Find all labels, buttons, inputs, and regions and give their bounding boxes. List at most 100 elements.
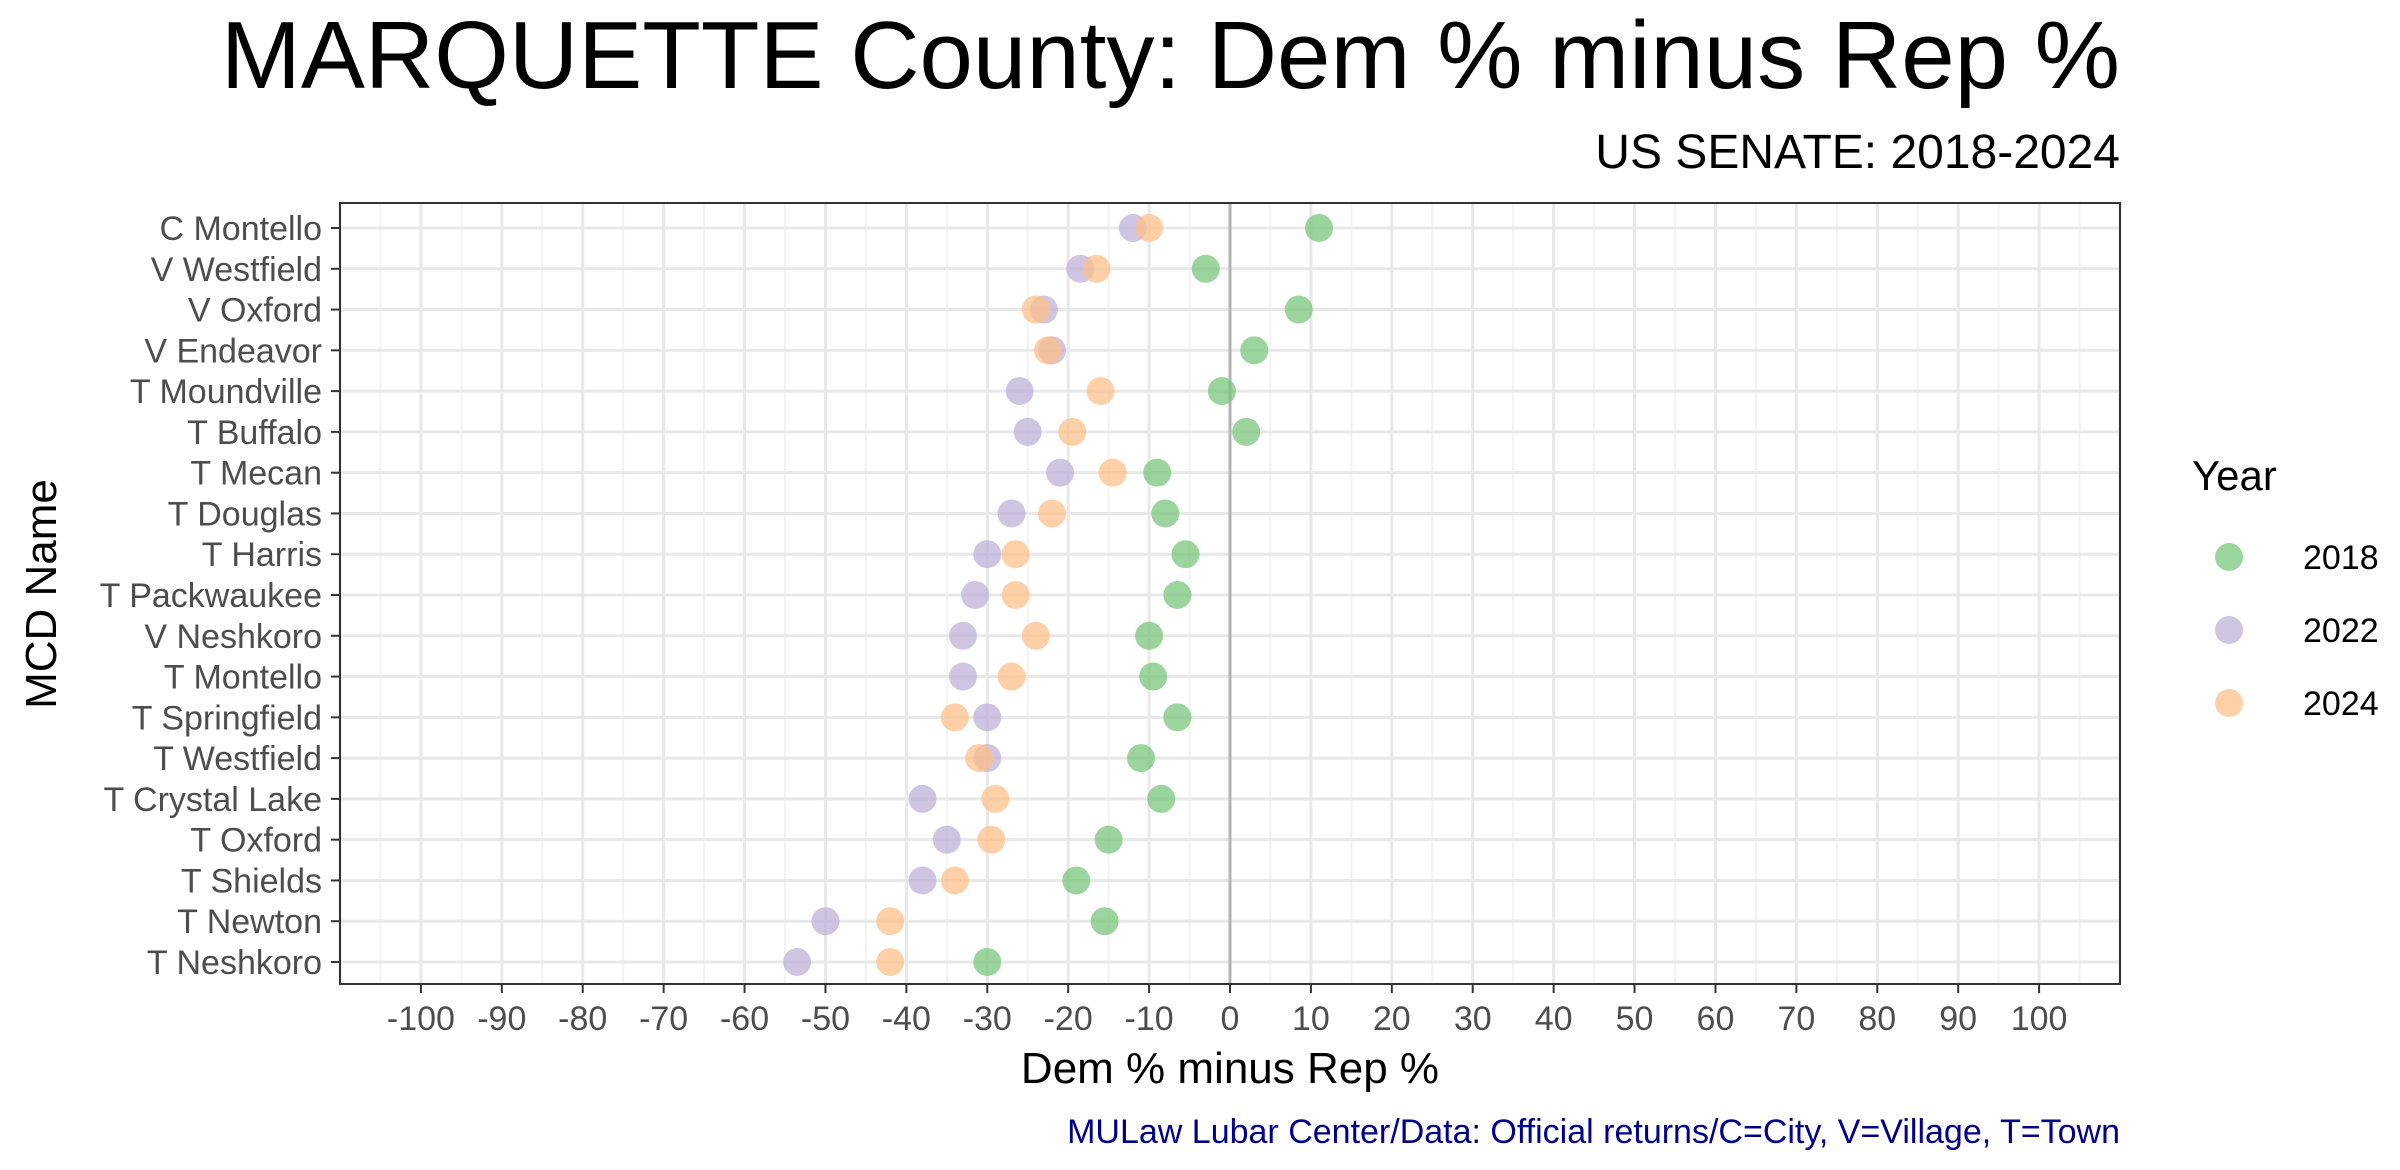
x-tick-label: 70: [1777, 1000, 1815, 1038]
x-tick-label: 0: [1221, 1000, 1240, 1038]
point-2024: [876, 907, 904, 935]
y-tick-label: T Mecan: [190, 455, 322, 493]
point-2018: [1147, 785, 1175, 813]
y-tick-label: V Neshkoro: [144, 618, 322, 656]
y-tick-label: T Douglas: [168, 495, 322, 533]
legend: Year 2018 2022 2024: [2192, 452, 2379, 723]
legend-label-2024: 2024: [2303, 685, 2379, 723]
point-2022: [1014, 418, 1042, 446]
legend-key-2024: [2215, 689, 2243, 717]
chart-subtitle: US SENATE: 2018-2024: [1595, 126, 2120, 179]
y-tick-label: V Westfield: [151, 251, 322, 289]
point-2022: [1046, 459, 1074, 487]
point-2018: [1095, 826, 1123, 854]
y-tick-label: T Springfield: [132, 699, 322, 737]
point-2022: [1006, 377, 1034, 405]
x-tick-label: 80: [1858, 1000, 1896, 1038]
point-2024: [1022, 296, 1050, 324]
point-2022: [811, 907, 839, 935]
x-axis-title: Dem % minus Rep %: [1021, 1044, 1439, 1093]
point-2022: [949, 663, 977, 691]
point-2018: [1163, 581, 1191, 609]
point-2018: [1192, 255, 1220, 283]
x-tick-label: 20: [1373, 1000, 1411, 1038]
x-tick-label: -40: [882, 1000, 931, 1038]
point-2024: [1038, 499, 1066, 527]
point-2022: [961, 581, 989, 609]
point-2024: [1034, 336, 1062, 364]
point-2022: [973, 540, 1001, 568]
y-tick-label: T Buffalo: [187, 414, 322, 452]
point-2022: [909, 785, 937, 813]
point-2024: [1002, 540, 1030, 568]
point-2018: [1135, 622, 1163, 650]
x-tick-label: -30: [963, 1000, 1012, 1038]
point-2024: [1099, 459, 1127, 487]
x-tick-label: 30: [1454, 1000, 1492, 1038]
x-tick-label: 10: [1292, 1000, 1330, 1038]
point-2024: [1002, 581, 1030, 609]
y-tick-label: C Montello: [159, 210, 322, 248]
point-2018: [1127, 744, 1155, 772]
y-tick-label: T Harris: [202, 536, 322, 574]
x-tick-label: -70: [639, 1000, 688, 1038]
point-2018: [1139, 663, 1167, 691]
legend-label-2022: 2022: [2303, 612, 2379, 650]
point-2022: [909, 866, 937, 894]
point-2018: [1240, 336, 1268, 364]
y-tick-label: T Packwaukee: [100, 577, 322, 615]
point-2022: [783, 948, 811, 976]
point-2024: [941, 703, 969, 731]
y-tick-label: V Endeavor: [144, 332, 322, 370]
point-2022: [998, 499, 1026, 527]
point-2024: [941, 866, 969, 894]
point-2024: [876, 948, 904, 976]
point-2024: [977, 826, 1005, 854]
point-2024: [1135, 214, 1163, 242]
legend-label-2018: 2018: [2303, 539, 2379, 577]
x-tick-label: -80: [558, 1000, 607, 1038]
point-2018: [1305, 214, 1333, 242]
legend-key-2022: [2215, 616, 2243, 644]
point-2018: [1285, 296, 1313, 324]
y-tick-label: T Crystal Lake: [103, 781, 322, 819]
x-tick-label: -60: [720, 1000, 769, 1038]
x-tick-label: 90: [1939, 1000, 1977, 1038]
point-2018: [1062, 866, 1090, 894]
x-tick-label: 60: [1697, 1000, 1735, 1038]
x-tick-label: 100: [2011, 1000, 2068, 1038]
point-2018: [1208, 377, 1236, 405]
point-2018: [1151, 499, 1179, 527]
chart-caption: MULaw Lubar Center/Data: Official return…: [1067, 1113, 2120, 1151]
point-2024: [1087, 377, 1115, 405]
point-2018: [1091, 907, 1119, 935]
point-2022: [933, 826, 961, 854]
legend-title: Year: [2192, 452, 2277, 499]
x-tick-label: -10: [1125, 1000, 1174, 1038]
x-tick-label: 50: [1616, 1000, 1654, 1038]
point-2024: [998, 663, 1026, 691]
point-2018: [973, 948, 1001, 976]
y-tick-label: T Montello: [164, 659, 322, 697]
x-tick-label: -20: [1044, 1000, 1093, 1038]
point-2024: [1058, 418, 1086, 446]
y-tick-label: T Neshkoro: [147, 944, 322, 982]
point-2018: [1232, 418, 1260, 446]
x-tick-label: 40: [1535, 1000, 1573, 1038]
y-tick-label: T Newton: [177, 903, 322, 941]
legend-key-2018: [2215, 543, 2243, 571]
x-tick-label: -100: [387, 1000, 455, 1038]
point-2024: [1083, 255, 1111, 283]
point-2024: [965, 744, 993, 772]
y-tick-label: T Shields: [181, 862, 322, 900]
x-axis: -100 -90 -80 -70 -60 -50 -40 -30 -20 -10 0 10 20 30 40…: [387, 984, 2068, 1038]
y-tick-label: T Oxford: [190, 822, 322, 860]
x-tick-label: -50: [801, 1000, 850, 1038]
point-2022: [973, 703, 1001, 731]
chart-title: MARQUETTE County: Dem % minus Rep %: [221, 2, 2120, 109]
y-tick-label: T Westfield: [153, 740, 322, 778]
x-tick-label: -90: [477, 1000, 526, 1038]
point-2022: [949, 622, 977, 650]
